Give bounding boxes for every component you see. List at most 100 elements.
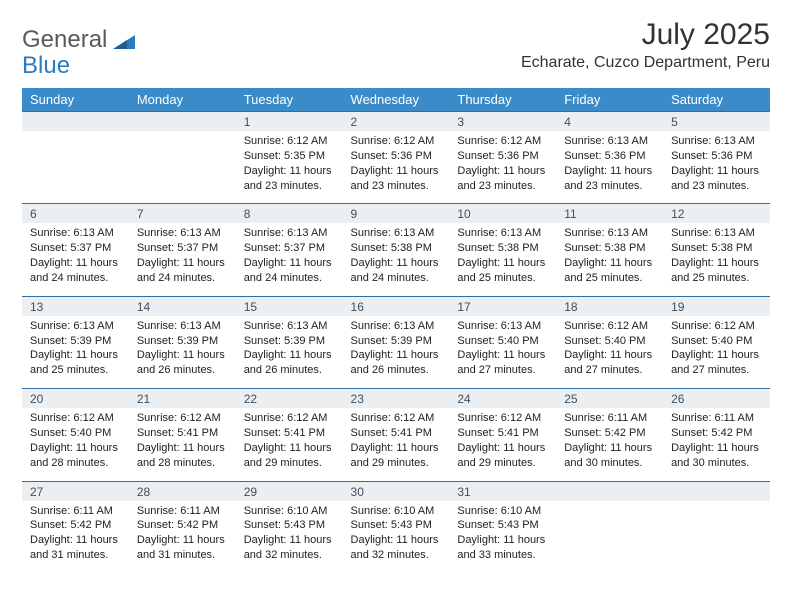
sunrise-text: Sunrise: 6:12 AM (351, 134, 442, 149)
sunset-text: Sunset: 5:39 PM (351, 334, 442, 349)
day-info-cell (556, 501, 663, 573)
daylight-text: Daylight: 11 hours and 30 minutes. (564, 441, 655, 471)
sunrise-text: Sunrise: 6:10 AM (457, 504, 548, 519)
week-num-row: 20212223242526 (22, 389, 770, 409)
day-number-cell: 22 (236, 389, 343, 409)
sunset-text: Sunset: 5:40 PM (671, 334, 762, 349)
day-number-cell: 23 (343, 389, 450, 409)
day-number-cell: 21 (129, 389, 236, 409)
daylight-text: Daylight: 11 hours and 29 minutes. (457, 441, 548, 471)
day-number: 11 (564, 207, 576, 221)
sunrise-text: Sunrise: 6:13 AM (137, 226, 228, 241)
day-number-cell: 29 (236, 481, 343, 501)
daylight-text: Daylight: 11 hours and 25 minutes. (671, 256, 762, 286)
month-title: July 2025 (521, 18, 770, 52)
sunset-text: Sunset: 5:42 PM (564, 426, 655, 441)
sunrise-text: Sunrise: 6:11 AM (137, 504, 228, 519)
day-number: 13 (30, 300, 43, 314)
daylight-text: Daylight: 11 hours and 27 minutes. (457, 348, 548, 378)
day-number: 1 (244, 115, 251, 129)
day-number: 25 (564, 392, 577, 406)
sunset-text: Sunset: 5:38 PM (564, 241, 655, 256)
day-info-cell: Sunrise: 6:10 AMSunset: 5:43 PMDaylight:… (449, 501, 556, 573)
day-number: 24 (457, 392, 470, 406)
day-info-cell: Sunrise: 6:12 AMSunset: 5:41 PMDaylight:… (449, 408, 556, 481)
sunrise-text: Sunrise: 6:11 AM (30, 504, 121, 519)
day-info-cell: Sunrise: 6:13 AMSunset: 5:38 PMDaylight:… (556, 223, 663, 296)
day-number: 15 (244, 300, 257, 314)
sunrise-text: Sunrise: 6:13 AM (564, 226, 655, 241)
sunset-text: Sunset: 5:39 PM (30, 334, 121, 349)
daylight-text: Daylight: 11 hours and 23 minutes. (244, 164, 335, 194)
sunrise-text: Sunrise: 6:13 AM (671, 226, 762, 241)
logo-mark-icon (113, 31, 135, 49)
day-number-cell: 27 (22, 481, 129, 501)
daylight-text: Daylight: 11 hours and 23 minutes. (671, 164, 762, 194)
sunset-text: Sunset: 5:36 PM (671, 149, 762, 164)
weekday-header: Sunday (22, 88, 129, 112)
logo-text-a: General (22, 26, 107, 54)
daylight-text: Daylight: 11 hours and 27 minutes. (671, 348, 762, 378)
sunrise-text: Sunrise: 6:13 AM (351, 226, 442, 241)
day-info-cell: Sunrise: 6:10 AMSunset: 5:43 PMDaylight:… (236, 501, 343, 573)
calendar-page: General July 2025 Echarate, Cuzco Depart… (0, 0, 792, 591)
day-number-cell: 1 (236, 112, 343, 132)
day-info-cell: Sunrise: 6:13 AMSunset: 5:39 PMDaylight:… (236, 316, 343, 389)
daylight-text: Daylight: 11 hours and 33 minutes. (457, 533, 548, 563)
day-info-cell: Sunrise: 6:13 AMSunset: 5:39 PMDaylight:… (129, 316, 236, 389)
daylight-text: Daylight: 11 hours and 29 minutes. (351, 441, 442, 471)
day-number: 31 (457, 485, 470, 499)
sunrise-text: Sunrise: 6:12 AM (671, 319, 762, 334)
day-number: 26 (671, 392, 684, 406)
sunset-text: Sunset: 5:43 PM (351, 518, 442, 533)
day-number-cell: 3 (449, 112, 556, 132)
day-info-cell: Sunrise: 6:12 AMSunset: 5:40 PMDaylight:… (663, 316, 770, 389)
day-info-cell: Sunrise: 6:11 AMSunset: 5:42 PMDaylight:… (129, 501, 236, 573)
logo-text-b: Blue (22, 52, 70, 80)
daylight-text: Daylight: 11 hours and 29 minutes. (244, 441, 335, 471)
sunset-text: Sunset: 5:36 PM (457, 149, 548, 164)
day-info-cell: Sunrise: 6:12 AMSunset: 5:40 PMDaylight:… (22, 408, 129, 481)
sunrise-text: Sunrise: 6:10 AM (351, 504, 442, 519)
day-info-cell: Sunrise: 6:13 AMSunset: 5:37 PMDaylight:… (236, 223, 343, 296)
daylight-text: Daylight: 11 hours and 26 minutes. (137, 348, 228, 378)
day-number-cell: 6 (22, 204, 129, 224)
day-info-cell: Sunrise: 6:12 AMSunset: 5:41 PMDaylight:… (129, 408, 236, 481)
sunrise-text: Sunrise: 6:12 AM (244, 411, 335, 426)
week-num-row: 6789101112 (22, 204, 770, 224)
day-number: 7 (137, 207, 144, 221)
day-number: 6 (30, 207, 37, 221)
brand-logo: General (22, 26, 137, 54)
week-info-row: Sunrise: 6:13 AMSunset: 5:37 PMDaylight:… (22, 223, 770, 296)
sunset-text: Sunset: 5:41 PM (457, 426, 548, 441)
day-number: 22 (244, 392, 257, 406)
daylight-text: Daylight: 11 hours and 28 minutes. (30, 441, 121, 471)
day-number: 16 (351, 300, 364, 314)
daylight-text: Daylight: 11 hours and 24 minutes. (30, 256, 121, 286)
day-number-cell: 15 (236, 296, 343, 316)
day-number-cell (22, 112, 129, 132)
daylight-text: Daylight: 11 hours and 31 minutes. (30, 533, 121, 563)
daylight-text: Daylight: 11 hours and 23 minutes. (457, 164, 548, 194)
sunset-text: Sunset: 5:40 PM (30, 426, 121, 441)
sunset-text: Sunset: 5:42 PM (671, 426, 762, 441)
sunrise-text: Sunrise: 6:12 AM (351, 411, 442, 426)
day-info-cell: Sunrise: 6:10 AMSunset: 5:43 PMDaylight:… (343, 501, 450, 573)
day-info-cell: Sunrise: 6:13 AMSunset: 5:39 PMDaylight:… (22, 316, 129, 389)
sunrise-text: Sunrise: 6:12 AM (30, 411, 121, 426)
day-info-cell: Sunrise: 6:13 AMSunset: 5:36 PMDaylight:… (556, 131, 663, 204)
day-number-cell: 28 (129, 481, 236, 501)
sunset-text: Sunset: 5:41 PM (244, 426, 335, 441)
sunrise-text: Sunrise: 6:13 AM (244, 226, 335, 241)
location-label: Echarate, Cuzco Department, Peru (521, 54, 770, 72)
day-number: 8 (244, 207, 251, 221)
day-info-cell (22, 131, 129, 204)
day-number-cell: 17 (449, 296, 556, 316)
day-info-cell: Sunrise: 6:13 AMSunset: 5:36 PMDaylight:… (663, 131, 770, 204)
day-number: 18 (564, 300, 577, 314)
sunrise-text: Sunrise: 6:13 AM (30, 319, 121, 334)
daylight-text: Daylight: 11 hours and 30 minutes. (671, 441, 762, 471)
day-info-cell: Sunrise: 6:13 AMSunset: 5:38 PMDaylight:… (663, 223, 770, 296)
day-info-cell: Sunrise: 6:12 AMSunset: 5:35 PMDaylight:… (236, 131, 343, 204)
day-number: 23 (351, 392, 364, 406)
